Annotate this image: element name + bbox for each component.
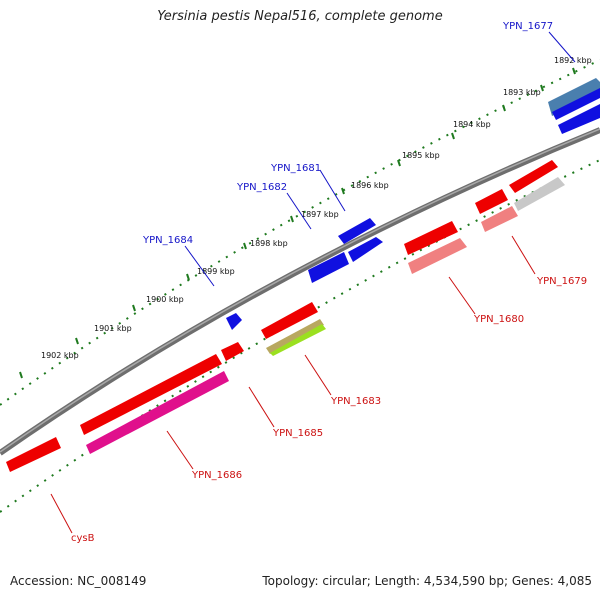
kbp-label: 1900 kbp — [146, 295, 184, 304]
kbp-label: 1902 kbp — [41, 351, 79, 360]
gene-arrow-ypn-1682[interactable] — [308, 252, 349, 283]
gene-label-ypn-1686[interactable]: YPN_1686 — [191, 470, 242, 481]
genome-summary-label: Topology: circular; Length: 4,534,590 bp… — [262, 574, 592, 588]
forward-leader-lines — [184, 31, 576, 287]
gene-arrow-ypn-1681b[interactable] — [348, 237, 383, 262]
map-title: Yersinia pestis Nepal516, complete genom… — [157, 9, 443, 24]
gene-label-cysb[interactable]: cysB — [71, 533, 95, 544]
gene-arrow-ypn-1683a[interactable] — [261, 302, 318, 339]
gene-arrow-ypn-1683b[interactable] — [266, 319, 324, 354]
gene-label-ypn-1682[interactable]: YPN_1682 — [236, 182, 287, 193]
genome-backbone — [0, 127, 600, 456]
reverse-leader-lines — [50, 235, 536, 534]
major-ticks — [19, 67, 576, 379]
kbp-label: 1894 kbp — [453, 120, 491, 129]
gene-label-ypn-1681[interactable]: YPN_1681 — [270, 163, 321, 174]
gene-label-ypn-1680[interactable]: YPN_1680 — [473, 314, 524, 325]
gene-arrow-ypn-1683c[interactable] — [270, 324, 326, 356]
kbp-label: 1899 kbp — [197, 267, 235, 276]
gene-arrow-ypn-1678[interactable] — [558, 104, 600, 134]
gene-label-ypn-1683[interactable]: YPN_1683 — [330, 396, 381, 407]
gene-arrow-ypn-1684[interactable] — [226, 313, 242, 330]
gene-arrow-ypn-1679d[interactable] — [481, 206, 518, 232]
kbp-label: 1892 kbp — [554, 56, 592, 65]
kbp-label: 1897 kbp — [301, 210, 339, 219]
gene-arrow-ypn-1680a[interactable] — [404, 221, 458, 255]
reverse-genes — [6, 160, 565, 472]
gene-label-ypn-1685[interactable]: YPN_1685 — [272, 428, 323, 439]
forward-genes — [226, 78, 600, 330]
gene-arrow-ypn-1680b[interactable] — [408, 238, 467, 274]
gene-arrow-ypn-1677b[interactable] — [552, 88, 600, 120]
kbp-label: 1895 kbp — [402, 151, 440, 160]
genome-backbone-highlight — [0, 128, 600, 453]
gene-arrow-ypn-1681[interactable] — [338, 218, 376, 244]
kbp-label: 1901 kbp — [94, 324, 132, 333]
kbp-label: 1896 kbp — [351, 181, 389, 190]
accession-label: Accession: NC_008149 — [10, 574, 147, 588]
gene-label-ypn-1679[interactable]: YPN_1679 — [536, 276, 587, 287]
outer-tick-track — [0, 59, 600, 406]
gene-arrow-ypn-1679b[interactable] — [475, 189, 508, 214]
gene-arrow-ypn-1685[interactable] — [221, 342, 244, 361]
kbp-label: 1893 kbp — [503, 88, 541, 97]
gene-arrow-cysb[interactable] — [6, 437, 61, 472]
gene-arrow-ypn-1677a[interactable] — [548, 78, 600, 116]
gene-arrow-ypn-1686a[interactable] — [80, 354, 222, 435]
gene-label-ypn-1684[interactable]: YPN_1684 — [142, 235, 193, 246]
gene-label-ypn-1677[interactable]: YPN_1677 — [502, 21, 553, 32]
gene-arrow-ypn-1679c[interactable] — [514, 177, 565, 211]
kbp-label: 1898 kbp — [250, 239, 288, 248]
gene-arrow-ypn-1686b[interactable] — [86, 371, 229, 454]
gene-arrow-ypn-1679a[interactable] — [509, 160, 558, 193]
